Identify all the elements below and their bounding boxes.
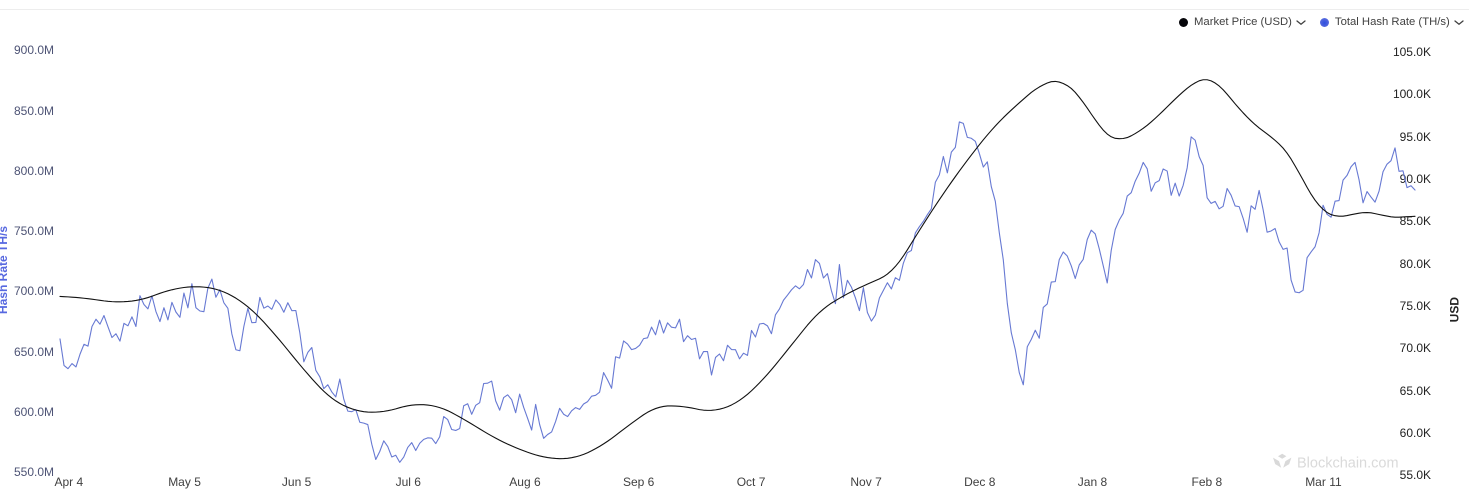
svg-text:Blockchain.com: Blockchain.com — [1297, 456, 1399, 472]
